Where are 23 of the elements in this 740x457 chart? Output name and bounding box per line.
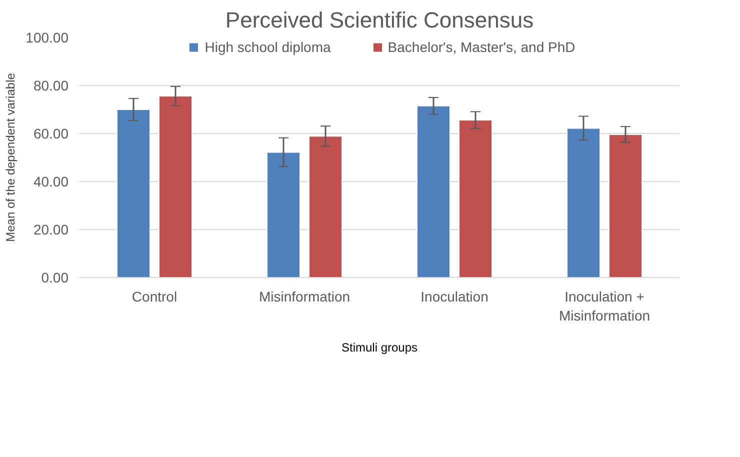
y-tick-label: 60.00 <box>33 126 69 142</box>
y-axis-title: Mean of the dependent variable <box>4 72 18 242</box>
bar <box>116 109 150 278</box>
y-tick-label: 80.00 <box>33 78 69 94</box>
bar <box>308 136 342 278</box>
y-tick-label: 40.00 <box>33 174 69 190</box>
y-tick-label: 100.00 <box>26 30 69 46</box>
x-axis-title: Stimuli groups <box>341 340 418 355</box>
bar <box>458 120 492 278</box>
y-tick-label: 0.00 <box>41 270 69 286</box>
legend-label: Bachelor's, Master's, and PhD <box>388 39 576 55</box>
x-tick-label: Misinformation <box>258 288 350 304</box>
bar <box>416 105 450 278</box>
bar <box>158 96 192 278</box>
y-tick-label: 20.00 <box>33 222 69 238</box>
legend-label: High school diploma <box>204 39 331 55</box>
bar <box>566 128 600 278</box>
x-tick-label: Inoculation <box>420 288 488 304</box>
x-tick-label: Inoculation + Misinformation <box>558 288 650 324</box>
chart-title: Perceived Scientific Consensus <box>225 8 534 32</box>
x-tick-label: Control <box>132 288 178 304</box>
bar <box>266 152 300 278</box>
bar <box>608 134 642 278</box>
